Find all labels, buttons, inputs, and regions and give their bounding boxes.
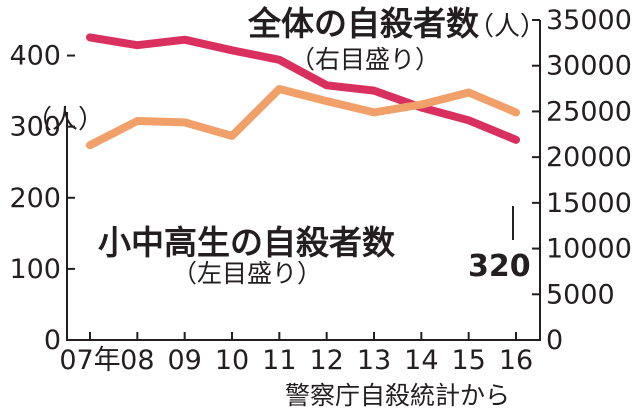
left-tick-label: 200: [9, 183, 61, 214]
right-tick-label: 35000: [546, 5, 632, 36]
student-suicides-line: [86, 85, 520, 150]
axis-frame: [66, 20, 541, 341]
x-axis-ticks: 07年 08 09 10 11 12 13 14 15 16: [59, 332, 533, 376]
x-tick-label: 16: [499, 345, 533, 376]
callout-label-320: 320: [468, 249, 531, 284]
left-tick-label: 100: [9, 254, 61, 285]
right-tick-label: 25000: [546, 96, 632, 127]
right-tick-label: 5000: [546, 279, 615, 310]
total-suicides-line: [86, 33, 520, 144]
left-tick-label: 300: [9, 112, 61, 143]
students-series-title: 小中高生の自殺者数: [98, 223, 396, 262]
right-tick-label: 30000: [546, 51, 632, 82]
axes: [66, 20, 541, 341]
source-note: 警察庁自殺統計から: [285, 381, 510, 410]
right-tick-label: 20000: [546, 142, 632, 173]
x-tick-label: 11: [262, 345, 296, 376]
right-tick-label: 0: [546, 325, 563, 356]
series-lines: [86, 33, 520, 150]
total-series-subtitle: （右目盛り）: [290, 45, 440, 74]
left-tick-label: 0: [44, 325, 61, 356]
left-tick-label: 400: [9, 41, 61, 72]
x-tick-label: 09: [167, 345, 201, 376]
students-series-subtitle: （左目盛り）: [172, 259, 322, 288]
total-series-title: 全体の自殺者数: [247, 4, 480, 43]
left-axis-ticks: 0 100 200 300 400: [9, 41, 75, 356]
right-axis-ticks: 0 5000 10000 15000 20000 25000 30000 35000: [532, 5, 632, 356]
left-axis-unit: （人）: [26, 105, 104, 135]
x-tick-label: 10: [215, 345, 249, 376]
x-tick-label: 08: [120, 345, 154, 376]
x-tick-label: 13: [357, 345, 391, 376]
x-tick-label: 15: [451, 345, 485, 376]
x-tick-label: 12: [309, 345, 343, 376]
x-tick-label: 07年: [59, 345, 120, 376]
right-tick-label: 10000: [546, 234, 632, 265]
right-axis-unit: （人）: [468, 12, 546, 42]
x-tick-label: 14: [404, 345, 438, 376]
right-tick-label: 15000: [546, 188, 632, 219]
